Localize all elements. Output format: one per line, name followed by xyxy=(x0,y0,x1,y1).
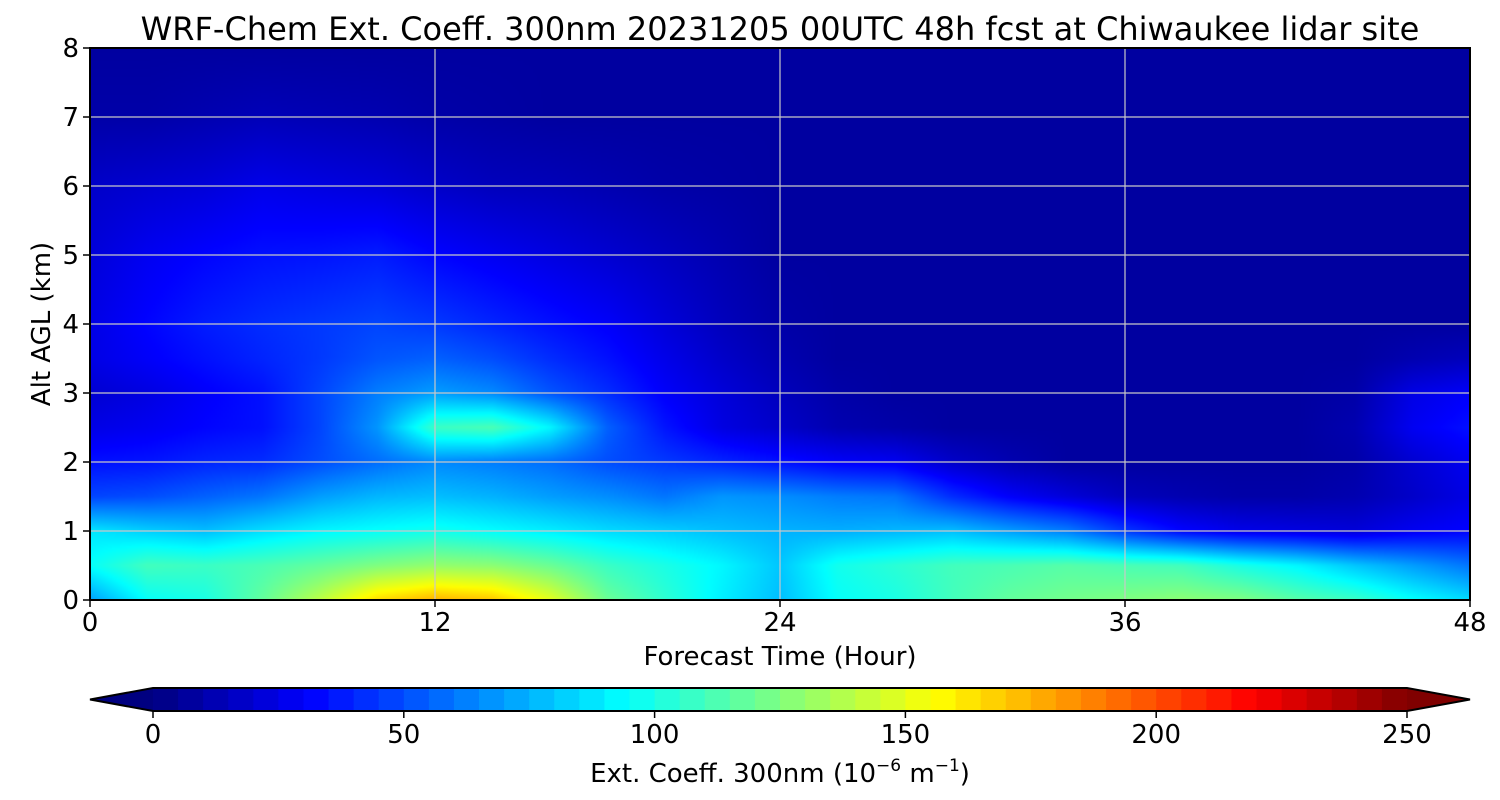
colorbar-cell xyxy=(403,688,430,711)
colorbar-cell xyxy=(1381,688,1408,711)
colorbar-cell xyxy=(830,688,856,711)
colorbar-tick-label: 100 xyxy=(630,720,680,750)
colorbar-cell xyxy=(1256,688,1283,711)
colorbar-cell xyxy=(654,688,681,711)
y-tick-label: 2 xyxy=(62,448,79,478)
colorbar-cell xyxy=(504,688,530,711)
colorbar-cell xyxy=(428,688,455,711)
colorbar-cell xyxy=(729,688,756,711)
grid-lines xyxy=(90,48,1470,600)
y-tick-label: 8 xyxy=(62,34,79,64)
y-axis-label: Alt AGL (km) xyxy=(27,242,57,406)
y-tick-label: 0 xyxy=(62,586,79,616)
colorbar-cell xyxy=(604,688,631,711)
colorbar-cell xyxy=(1306,688,1333,711)
colorbar-cell xyxy=(328,688,355,711)
colorbar-cell xyxy=(479,688,505,711)
colorbar-cell xyxy=(529,688,555,711)
colorbar-cell xyxy=(1181,688,1207,711)
x-tick-label: 12 xyxy=(418,608,451,638)
x-tick-label: 48 xyxy=(1453,608,1486,638)
colorbar-cell xyxy=(378,688,405,711)
x-axis-ticks: 0 12 24 36 48 xyxy=(82,600,1487,638)
colorbar-tick-label: 150 xyxy=(881,720,931,750)
colorbar-cell xyxy=(754,688,781,711)
colorbar-cell xyxy=(278,688,305,711)
colorbar-cell xyxy=(1005,688,1032,711)
colorbar-ticks: 0 50 100 150 200 250 xyxy=(145,711,1432,750)
colorbar-tick-label: 50 xyxy=(387,720,420,750)
colorbar-cell xyxy=(1156,688,1182,711)
y-tick-label: 7 xyxy=(62,103,79,133)
colorbar-cell xyxy=(880,688,906,711)
colorbar-cell xyxy=(905,688,932,711)
x-tick-label: 36 xyxy=(1108,608,1141,638)
colorbar-label: Ext. Coeff. 300nm (10−6 m−1) xyxy=(590,756,970,789)
colorbar-cell xyxy=(1231,688,1258,711)
colorbar-cell xyxy=(353,688,380,711)
colorbar-cell xyxy=(579,688,606,711)
colorbar-label-exponent-2: −1 xyxy=(935,756,960,776)
colorbar-cell xyxy=(1131,688,1157,711)
colorbar-cell xyxy=(780,688,806,711)
colorbar-cell xyxy=(1080,688,1107,711)
colorbar-tick-label: 0 xyxy=(145,720,162,750)
colorbar-cell xyxy=(980,688,1007,711)
colorbar-cell xyxy=(253,688,279,711)
y-tick-label: 1 xyxy=(62,517,79,547)
colorbar-cell xyxy=(303,688,330,711)
colorbar-cell xyxy=(178,688,204,711)
colorbar-cell xyxy=(203,688,229,711)
colorbar-cell xyxy=(1030,688,1057,711)
colorbar-cell xyxy=(228,688,254,711)
colorbar-gradient xyxy=(153,688,1408,711)
colorbar-cell xyxy=(153,688,179,711)
colorbar-cell xyxy=(1106,688,1132,711)
colorbar-tick-label: 200 xyxy=(1131,720,1181,750)
colorbar-label-unit: m xyxy=(901,759,935,789)
colorbar-cell xyxy=(679,688,706,711)
y-tick-label: 5 xyxy=(62,241,79,271)
chart-title: WRF-Chem Ext. Coeff. 300nm 20231205 00UT… xyxy=(141,10,1420,48)
colorbar-cell xyxy=(930,688,957,711)
colorbar-cell xyxy=(855,688,881,711)
y-tick-label: 6 xyxy=(62,172,79,202)
x-tick-label: 0 xyxy=(82,608,99,638)
colorbar-cell xyxy=(629,688,656,711)
colorbar-cell xyxy=(805,688,831,711)
colorbar-max-extend-arrow xyxy=(1407,688,1470,711)
colorbar-cell xyxy=(554,688,580,711)
colorbar-label-exponent-1: −6 xyxy=(876,756,901,776)
y-tick-label: 4 xyxy=(62,310,79,340)
colorbar-label-main: Ext. Coeff. 300nm (10 xyxy=(590,759,876,789)
colorbar-cell xyxy=(1206,688,1233,711)
colorbar-cell xyxy=(704,688,731,711)
colorbar-label-close: ) xyxy=(960,759,970,789)
plot-area xyxy=(89,47,1471,601)
x-tick-label: 24 xyxy=(763,608,796,638)
colorbar: 0 50 100 150 200 250 Ext. Coeff. 300nm (10−6 … xyxy=(89,687,1471,789)
colorbar-min-extend-arrow xyxy=(90,688,153,711)
y-axis-ticks: 0 1 2 3 4 5 6 7 8 xyxy=(62,34,90,616)
colorbar-cell xyxy=(1331,688,1358,711)
y-tick-label: 3 xyxy=(62,379,79,409)
colorbar-cell xyxy=(1281,688,1308,711)
colorbar-cell xyxy=(955,688,982,711)
x-axis-label: Forecast Time (Hour) xyxy=(643,642,916,672)
colorbar-cell xyxy=(1055,688,1082,711)
colorbar-cell xyxy=(1356,688,1383,711)
colorbar-tick-label: 250 xyxy=(1382,720,1432,750)
colorbar-cell xyxy=(453,688,480,711)
